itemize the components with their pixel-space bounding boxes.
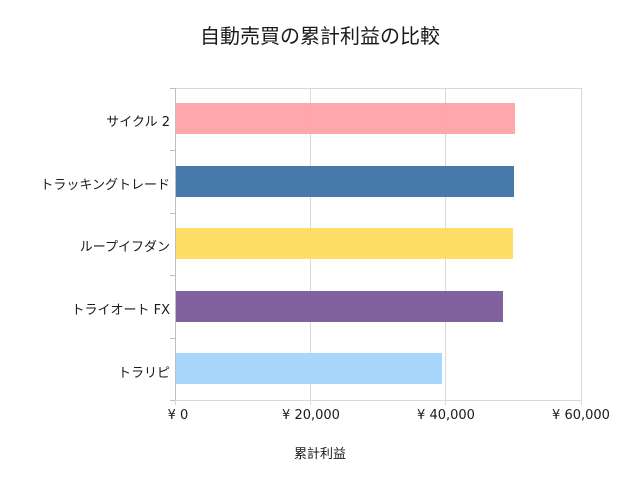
category-label: トライオート FX bbox=[71, 303, 170, 318]
x-tick-label: ¥ 20,000 bbox=[282, 408, 340, 423]
bar bbox=[176, 228, 513, 260]
bar bbox=[176, 165, 514, 197]
x-tick bbox=[310, 400, 311, 405]
category-label: トラリピ bbox=[117, 366, 170, 381]
x-axis-line bbox=[175, 400, 582, 401]
x-tick-label: ¥ 60,000 bbox=[552, 408, 610, 423]
chart-title: 自動売買の累計利益の比較 bbox=[200, 24, 440, 48]
y-axis-line bbox=[175, 88, 176, 401]
x-tick bbox=[581, 400, 582, 405]
bar bbox=[176, 353, 442, 385]
y-tick bbox=[170, 338, 175, 339]
x-tick bbox=[175, 400, 176, 405]
x-tick-label: ¥ 40,000 bbox=[417, 408, 475, 423]
y-tick bbox=[170, 88, 175, 89]
bar bbox=[176, 290, 503, 322]
x-axis-title: 累計利益 bbox=[293, 447, 346, 462]
x-tick bbox=[445, 400, 446, 405]
category-label: ループイフダン bbox=[79, 240, 170, 255]
y-tick bbox=[170, 213, 175, 214]
x-tick-label: ¥ 0 bbox=[167, 408, 189, 423]
category-label: トラッキングトレード bbox=[40, 178, 170, 193]
category-label: サイクル 2 bbox=[106, 115, 170, 130]
y-tick bbox=[170, 400, 175, 401]
y-tick bbox=[170, 275, 175, 276]
y-tick bbox=[170, 150, 175, 151]
plot-area bbox=[175, 88, 582, 401]
bar bbox=[176, 103, 515, 134]
